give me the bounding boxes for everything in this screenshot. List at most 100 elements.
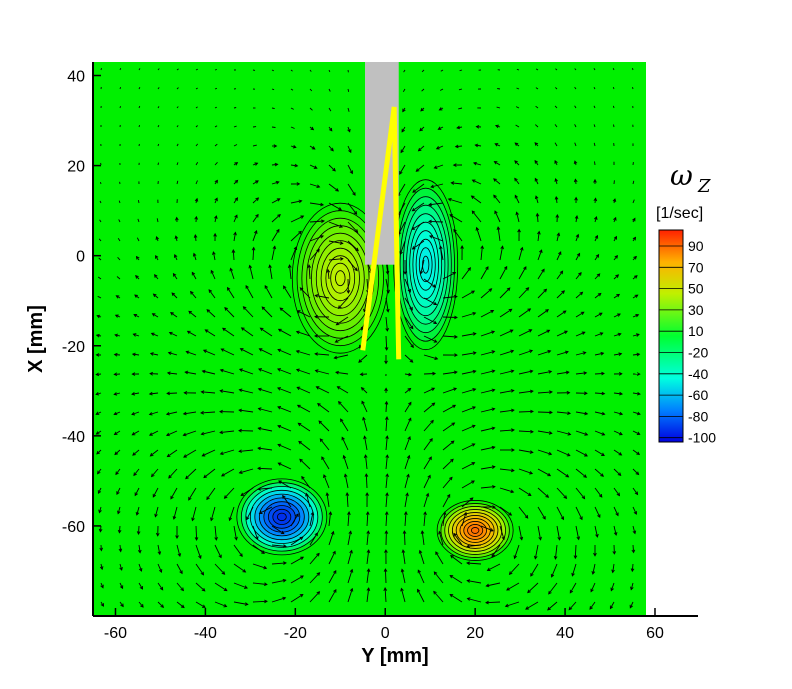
velocity-arrow [271, 180, 280, 185]
velocity-arrow [402, 530, 407, 546]
velocity-arrow [347, 183, 356, 196]
velocity-arrow [309, 591, 321, 603]
velocity-arrow [149, 449, 159, 457]
velocity-arrow [167, 351, 178, 356]
velocity-arrow [554, 124, 558, 128]
velocity-arrow [385, 316, 390, 332]
velocity-arrow [182, 430, 197, 437]
velocity-arrow [537, 525, 542, 541]
velocity-arrow [537, 430, 553, 435]
velocity-arrow [340, 418, 349, 432]
velocity-arrow [556, 506, 564, 521]
velocity-arrow [593, 86, 596, 90]
velocity-arrow [271, 213, 281, 223]
velocity-arrow [632, 411, 641, 416]
velocity-arrow [296, 404, 311, 413]
velocity-arrow [174, 216, 179, 223]
velocity-arrow [491, 544, 501, 558]
velocity-arrow [119, 563, 123, 571]
velocity-arrow [430, 183, 444, 189]
velocity-arrow [461, 497, 474, 508]
velocity-arrow [535, 87, 539, 90]
velocity-arrow [594, 351, 605, 356]
velocity-arrow [480, 407, 496, 413]
velocity-arrow [590, 582, 596, 593]
velocity-arrow [594, 332, 604, 337]
velocity-arrow [271, 69, 274, 72]
velocity-arrow [214, 544, 222, 559]
velocity-arrow [135, 506, 140, 516]
velocity-arrow [553, 544, 558, 560]
velocity-arrow [97, 295, 102, 299]
velocity-arrow [117, 506, 121, 515]
velocity-arrow [499, 287, 511, 299]
velocity-arrow [632, 294, 639, 299]
velocity-arrow [423, 456, 432, 470]
velocity-arrow [201, 369, 216, 375]
velocity-arrow [499, 265, 508, 280]
colorbar-tick-label: -100 [688, 430, 716, 446]
velocity-arrow [450, 555, 463, 565]
velocity-arrow [403, 69, 406, 73]
velocity-arrow [480, 245, 485, 261]
velocity-arrow [471, 210, 482, 223]
velocity-arrow [115, 295, 121, 299]
velocity-arrow [203, 468, 216, 479]
velocity-arrow [173, 253, 178, 261]
velocity-arrow [493, 178, 501, 185]
velocity-arrow [537, 410, 553, 415]
velocity-arrow [508, 563, 520, 576]
velocity-arrow [537, 506, 546, 520]
velocity-arrow [423, 387, 436, 394]
velocity-arrow [99, 219, 102, 223]
velocity-arrow [195, 582, 206, 592]
velocity-arrow [630, 582, 634, 591]
velocity-arrow [417, 588, 425, 603]
velocity-arrow [214, 601, 228, 608]
velocity-arrow [290, 163, 299, 168]
velocity-arrow [290, 536, 304, 546]
velocity-arrow [575, 449, 588, 457]
velocity-arrow [442, 404, 457, 413]
velocity-arrow [429, 235, 444, 242]
velocity-arrow [97, 276, 102, 280]
velocity-arrow [176, 87, 179, 90]
velocity-arrow [594, 371, 605, 376]
velocity-arrow [575, 311, 585, 318]
velocity-arrow [399, 240, 406, 256]
contour-level [422, 255, 430, 274]
velocity-arrow [555, 68, 558, 71]
velocity-arrow [138, 68, 141, 71]
velocity-arrow [97, 468, 102, 475]
velocity-arrow [593, 105, 596, 109]
velocity-arrow [632, 372, 641, 376]
velocity-arrow [195, 180, 198, 185]
velocity-arrow [168, 331, 178, 337]
velocity-arrow [365, 511, 370, 527]
velocity-arrow [442, 353, 458, 357]
velocity-arrow [328, 257, 344, 261]
velocity-arrow [534, 142, 539, 147]
velocity-arrow [134, 294, 140, 299]
velocity-arrow [290, 144, 297, 149]
velocity-arrow [149, 352, 159, 356]
velocity-arrow [499, 487, 515, 494]
velocity-arrow [195, 106, 198, 109]
velocity-arrow [277, 462, 292, 470]
velocity-arrow [271, 162, 279, 167]
velocity-arrow [238, 368, 254, 375]
velocity-arrow [328, 588, 337, 603]
velocity-arrow [345, 492, 350, 508]
velocity-arrow [499, 369, 515, 375]
velocity-arrow [612, 105, 615, 109]
velocity-arrow [290, 126, 295, 129]
x-axis-label: Y [mm] [361, 645, 428, 667]
velocity-arrow [319, 438, 330, 451]
velocity-arrow [504, 601, 520, 608]
velocity-arrow [384, 355, 388, 365]
velocity-arrow [347, 145, 352, 154]
velocity-arrow [554, 105, 558, 109]
velocity-arrow [309, 552, 320, 565]
y-tick-label: -40 [62, 429, 85, 446]
velocity-arrow [277, 387, 292, 394]
